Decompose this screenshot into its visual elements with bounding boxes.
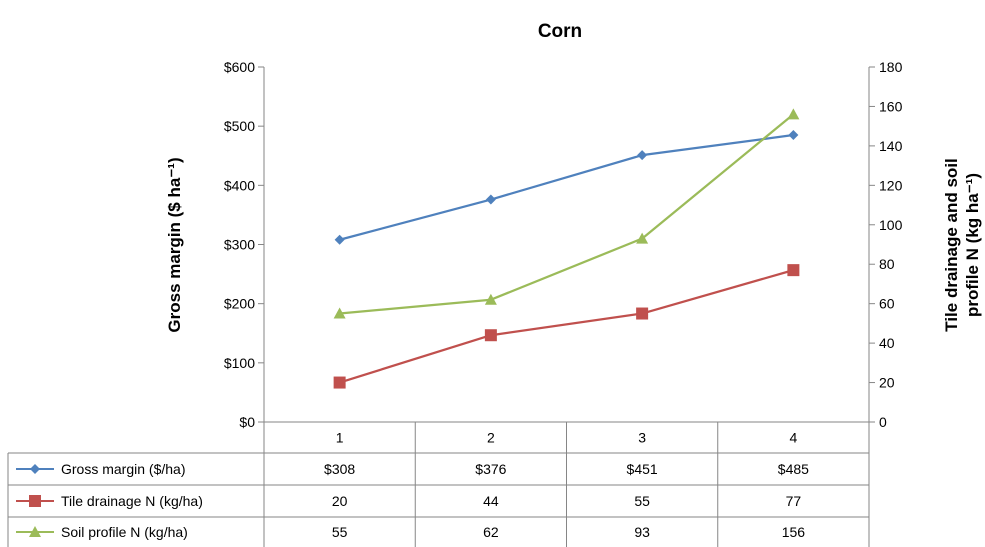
table-cell-value: 44 bbox=[483, 493, 499, 509]
left-axis-title: Gross margin ($ ha⁻¹) bbox=[165, 157, 184, 332]
table-cell-value: $451 bbox=[627, 461, 658, 477]
table-cell-value: $308 bbox=[324, 461, 355, 477]
table-cell-value: 62 bbox=[483, 524, 499, 540]
right-tick-label: 120 bbox=[879, 177, 903, 193]
left-tick-label: $500 bbox=[224, 118, 255, 134]
data-point bbox=[484, 293, 497, 305]
data-point bbox=[787, 108, 800, 120]
legend-key-marker bbox=[29, 526, 41, 537]
table-cell-value: 55 bbox=[634, 493, 650, 509]
data-point bbox=[788, 130, 799, 141]
left-tick-label: $300 bbox=[224, 237, 255, 253]
left-tick-label: $400 bbox=[224, 177, 255, 193]
right-axis-title-line1: Tile drainage and soil bbox=[942, 158, 961, 332]
series-line bbox=[339, 133, 794, 241]
data-point bbox=[787, 264, 800, 277]
left-tick-label: $0 bbox=[239, 414, 255, 430]
left-axis-ticks: $0 $100 $200 $300 $400 $500 $600 bbox=[224, 59, 264, 430]
legend-key-marker bbox=[29, 495, 41, 507]
category-label: 4 bbox=[789, 430, 797, 446]
series-line bbox=[339, 113, 795, 315]
data-point bbox=[333, 376, 346, 389]
series-line bbox=[339, 269, 794, 384]
right-tick-label: 20 bbox=[879, 375, 895, 391]
right-tick-label: 180 bbox=[879, 59, 903, 75]
right-axis-ticks: 0 20 40 60 80 100 120 140 160 180 bbox=[869, 59, 903, 430]
right-tick-label: 80 bbox=[879, 256, 895, 272]
right-axis-title-line2: profile N (kg ha⁻¹) bbox=[963, 173, 982, 317]
plot-area bbox=[333, 108, 800, 389]
data-table: 1 2 3 4 Gross margin ($/ha) $308 $376 $451 $485 T… bbox=[7, 421, 870, 547]
table-cell-value: 77 bbox=[786, 493, 802, 509]
data-point bbox=[636, 307, 649, 320]
table-cell-value: 20 bbox=[332, 493, 348, 509]
data-point bbox=[485, 194, 496, 205]
right-tick-label: 140 bbox=[879, 138, 903, 154]
right-tick-label: 60 bbox=[879, 296, 895, 312]
category-label: 3 bbox=[638, 430, 646, 446]
right-tick-label: 0 bbox=[879, 414, 887, 430]
left-tick-label: $600 bbox=[224, 59, 255, 75]
right-tick-label: 100 bbox=[879, 217, 903, 233]
left-tick-label: $100 bbox=[224, 355, 255, 371]
table-cell-value: 55 bbox=[332, 524, 348, 540]
data-point bbox=[484, 329, 497, 342]
table-cell-value: $485 bbox=[778, 461, 809, 477]
table-cell-value: $376 bbox=[475, 461, 506, 477]
left-tick-label: $200 bbox=[224, 296, 255, 312]
data-point bbox=[636, 232, 649, 244]
series-name: Tile drainage N (kg/ha) bbox=[61, 493, 203, 509]
series-name: Soil profile N (kg/ha) bbox=[61, 524, 188, 540]
data-point bbox=[334, 234, 345, 245]
table-cell-value: 156 bbox=[782, 524, 806, 540]
category-label: 1 bbox=[336, 430, 344, 446]
legend-key-marker bbox=[30, 464, 40, 474]
right-tick-label: 160 bbox=[879, 98, 903, 114]
chart-title: Corn bbox=[538, 21, 582, 42]
category-label: 2 bbox=[487, 430, 495, 446]
series-name: Gross margin ($/ha) bbox=[61, 461, 185, 477]
table-cell-value: 93 bbox=[634, 524, 650, 540]
data-point bbox=[333, 307, 346, 319]
data-point bbox=[637, 150, 648, 161]
right-tick-label: 40 bbox=[879, 335, 895, 351]
